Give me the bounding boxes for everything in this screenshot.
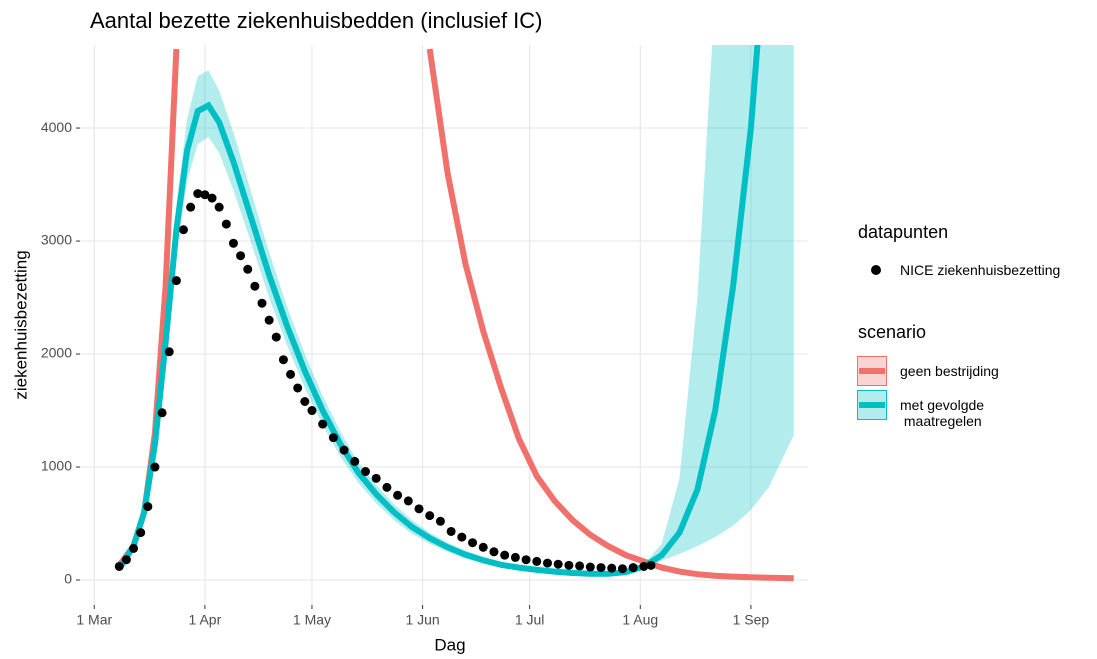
y-axis-label: ziekenhuisbezetting <box>11 250 30 399</box>
data-point <box>264 315 274 325</box>
x-axis-label: Dag <box>434 635 465 654</box>
data-point <box>350 456 360 466</box>
data-point <box>617 564 627 574</box>
x-tick-label: 1 Jul <box>515 612 545 628</box>
data-point <box>186 202 196 212</box>
data-point <box>478 542 488 552</box>
data-point <box>228 238 238 248</box>
data-point <box>607 563 617 573</box>
data-point <box>435 516 445 526</box>
x-tick-label: 1 Aug <box>622 612 658 628</box>
data-point <box>221 219 231 229</box>
data-point <box>575 561 585 571</box>
y-tick-label: 1000 <box>41 458 72 474</box>
data-point <box>628 563 638 573</box>
x-tick-label: 1 Mar <box>76 612 112 628</box>
data-point <box>639 561 649 571</box>
y-tick-label: 2000 <box>41 345 72 361</box>
chart-title: Aantal bezette ziekenhuisbedden (inclusi… <box>90 8 543 33</box>
data-point <box>200 190 210 200</box>
legend-title: datapunten <box>858 222 949 242</box>
y-tick-label: 3000 <box>41 232 72 248</box>
data-point <box>585 562 595 572</box>
data-point <box>532 556 542 566</box>
data-point <box>468 538 478 548</box>
data-point <box>150 462 160 472</box>
data-point <box>328 433 338 443</box>
legend-label: met gevolgde maatregelen <box>900 397 985 429</box>
data-point <box>250 281 260 291</box>
data-point <box>271 332 281 342</box>
data-point <box>114 561 124 571</box>
data-point <box>382 482 392 492</box>
data-point <box>286 369 296 379</box>
data-point <box>510 552 520 562</box>
data-point <box>121 555 131 565</box>
legend-label: geen bestrijding <box>900 363 999 379</box>
line <box>116 45 761 577</box>
data-point <box>136 528 146 538</box>
data-point <box>564 560 574 570</box>
x-tick-label: 1 May <box>293 612 331 628</box>
data-point <box>193 189 203 199</box>
x-tick-label: 1 Jun <box>405 612 439 628</box>
data-point <box>542 558 552 568</box>
data-point <box>243 264 253 274</box>
data-point <box>164 347 174 357</box>
data-point <box>207 193 217 203</box>
data-point <box>403 496 413 506</box>
legend-title: scenario <box>858 322 927 342</box>
data-point <box>293 383 303 393</box>
data-point <box>489 547 499 557</box>
x-tick-label: 1 Apr <box>189 612 222 628</box>
data-point <box>521 555 531 565</box>
data-point <box>446 526 456 536</box>
data-point <box>414 504 424 514</box>
legend-key-line <box>859 402 885 408</box>
legend-key-line <box>859 368 885 374</box>
data-point <box>129 543 139 553</box>
data-point <box>500 550 510 560</box>
data-point <box>307 406 317 416</box>
data-point <box>360 467 370 477</box>
y-tick-label: 4000 <box>41 119 72 135</box>
data-point <box>157 408 167 418</box>
data-point <box>257 298 267 308</box>
data-point <box>178 225 188 235</box>
data-point <box>457 532 467 542</box>
data-point <box>171 276 181 286</box>
legend-label: NICE ziekenhuisbezetting <box>900 262 1061 278</box>
data-point <box>318 419 328 429</box>
data-point <box>278 355 288 365</box>
confidence-band <box>119 45 794 576</box>
data-point <box>596 563 606 573</box>
data-point <box>236 251 246 261</box>
data-point <box>143 502 153 512</box>
y-tick-label: 0 <box>64 571 72 587</box>
data-point <box>553 559 563 569</box>
legend-key <box>871 265 881 275</box>
data-point <box>646 560 656 570</box>
data-point <box>214 202 224 212</box>
data-point <box>300 396 310 406</box>
data-point <box>393 490 403 500</box>
x-tick-label: 1 Sep <box>733 612 770 628</box>
data-point <box>425 511 435 521</box>
data-point <box>339 445 349 455</box>
data-point <box>371 473 381 483</box>
